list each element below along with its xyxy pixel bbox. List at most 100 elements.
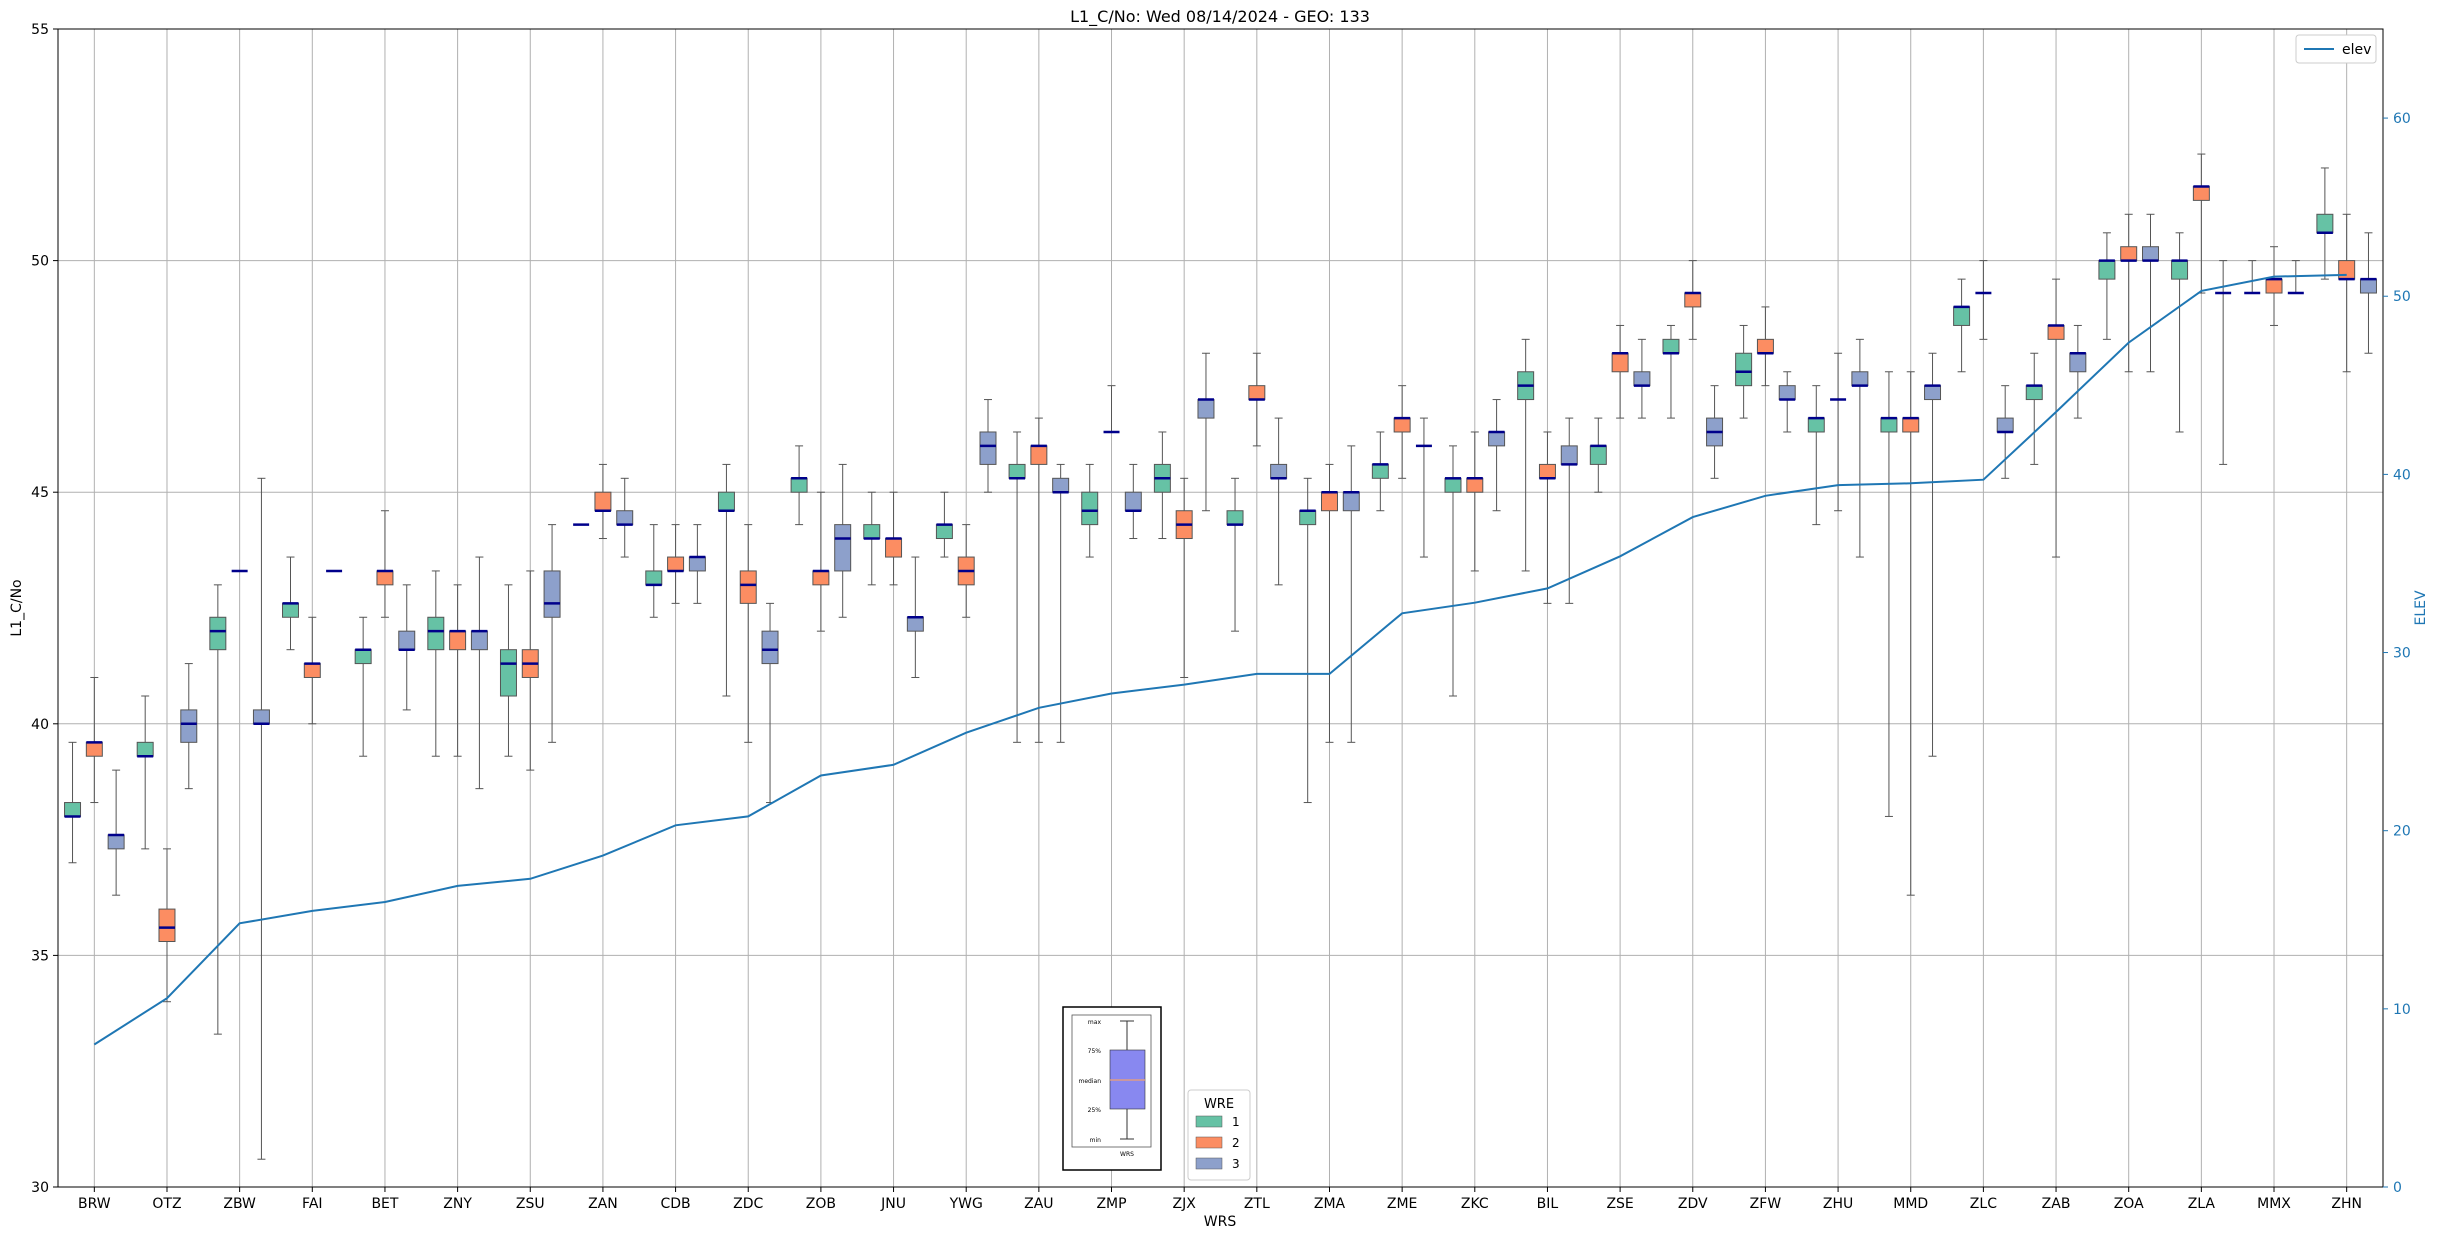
box-iqr [885, 538, 903, 558]
box-wre1-zob [790, 445, 808, 526]
box-wre1-zlc [1953, 278, 1971, 373]
box-iqr [1953, 306, 1971, 326]
box-wre2-zob [812, 491, 830, 632]
box-wre2-zau [1030, 417, 1048, 743]
box-iqr [1030, 445, 1048, 465]
key-inset-label-q1: 25% [1088, 1107, 1102, 1114]
box-iqr [1662, 338, 1680, 354]
box-iqr [1342, 491, 1360, 512]
box-iqr [1633, 371, 1651, 387]
box-iqr [1560, 445, 1578, 465]
box-iqr [2171, 260, 2189, 280]
box-iqr [427, 616, 445, 651]
elev-line [93, 273, 2347, 1046]
x-tick-label: ZMA [1314, 1196, 1346, 1212]
box-wre1-cdb [645, 524, 663, 618]
box-iqr [1466, 477, 1484, 493]
x-tick-label: ZFW [1750, 1196, 1782, 1212]
box-iqr [543, 570, 561, 618]
x-tick-label: MMD [1893, 1196, 1928, 1212]
box-iqr [1371, 463, 1389, 479]
box-wre2-zny [449, 584, 467, 757]
box-wre2-zoa [2120, 213, 2138, 373]
box-wre3-zme [1415, 417, 1432, 558]
box-wre3-zny [470, 556, 488, 790]
y-tick-label: 45 [31, 485, 49, 501]
x-tick-label: ZNY [443, 1196, 472, 1212]
box-iqr [761, 630, 779, 665]
key-inset-label-median: median [1079, 1078, 1102, 1085]
box-wre2-cdb [667, 524, 685, 604]
x-axis: BRW OTZ ZBW FAI BET ZNY ZSU ZAN CDB ZDC ZOB JNU YWG Z… [78, 1187, 2362, 1212]
box-wre1-brw [64, 741, 82, 864]
wre-legend-label-3: 3 [1232, 1157, 1240, 1171]
wre-legend-swatch-1 [1195, 1115, 1223, 1128]
box-wre2-bet [376, 510, 394, 618]
x-tick-label: ZSU [516, 1196, 545, 1212]
x-tick-label: FAI [302, 1196, 322, 1212]
box-iqr [354, 649, 372, 665]
key-inset-xlabel: WRS [1120, 1151, 1134, 1158]
x-tick-label: BET [371, 1196, 398, 1212]
box-wre2-ywg [957, 524, 975, 618]
box-wre1-zjx [1153, 431, 1171, 540]
box-iqr [2025, 385, 2043, 401]
box-iqr [2047, 324, 2065, 340]
chart-title: L1_C/No: Wed 08/14/2024 - GEO: 133 [1070, 7, 1370, 27]
box-wre3-zdv [1706, 385, 1724, 479]
box-wre2-zdc [739, 524, 757, 743]
box-wre2-bil [1538, 431, 1556, 604]
y2-axis-label: ELEV [2413, 590, 2429, 625]
box-wre2-zdv [1684, 260, 1702, 340]
y-axis-label: L1_C/No [9, 579, 25, 636]
box-wre3-zoa [2142, 213, 2159, 373]
y2-tick-label: 0 [2393, 1180, 2402, 1196]
box-iqr [209, 616, 227, 651]
box-wre3-zmp [1124, 463, 1142, 540]
box-wre3-zdc [761, 602, 779, 804]
box-wre1-zfw [1735, 324, 1753, 419]
box-iqr [470, 630, 488, 651]
box-iqr [1081, 491, 1099, 526]
box-wre1-zsu [499, 584, 517, 757]
boxplot-key-inset: max 75% median 25% min WRS [1062, 1006, 1162, 1171]
y-tick-label: 50 [31, 254, 49, 270]
box-iqr [667, 556, 685, 572]
box-iqr [688, 556, 706, 572]
elev-legend-box [2295, 34, 2377, 64]
box-iqr [449, 630, 467, 651]
box-wre1-otz [136, 695, 154, 850]
box-iqr [1226, 510, 1244, 526]
box-iqr [1393, 417, 1411, 433]
x-tick-label: CDB [660, 1196, 690, 1212]
box-wre3-zab [2069, 324, 2087, 419]
box-iqr [979, 431, 997, 465]
box-iqr [790, 477, 808, 493]
box-iqr [158, 908, 176, 943]
key-inset-label-min: min [1090, 1137, 1102, 1144]
x-tick-label: ZMP [1096, 1196, 1126, 1212]
box-iqr [2316, 213, 2334, 234]
elev-legend-label: elev [2342, 42, 2371, 58]
y2-tick-label: 50 [2393, 289, 2411, 305]
box-wre1-jnu [863, 491, 881, 586]
x-tick-label: ZBW [223, 1196, 256, 1212]
box-iqr [2359, 278, 2377, 294]
box-wre3-zsu [543, 524, 561, 743]
box-iqr [717, 491, 735, 512]
box-iqr [499, 649, 517, 697]
box-iqr [1851, 371, 1869, 387]
y-tick-label: 30 [31, 1180, 49, 1196]
box-wre3-jnu [906, 556, 924, 678]
box-iqr [1924, 385, 1942, 401]
box-wre1-zbw [209, 584, 227, 1035]
box-wre2-otz [158, 848, 176, 1003]
y2-tick-label: 20 [2393, 824, 2411, 840]
box-iqr [282, 602, 299, 618]
x-tick-label: ZAN [588, 1196, 618, 1212]
box-wre3-bil [1560, 417, 1578, 604]
box-iqr [1197, 399, 1215, 419]
y2-tick-label: 10 [2393, 1002, 2411, 1018]
